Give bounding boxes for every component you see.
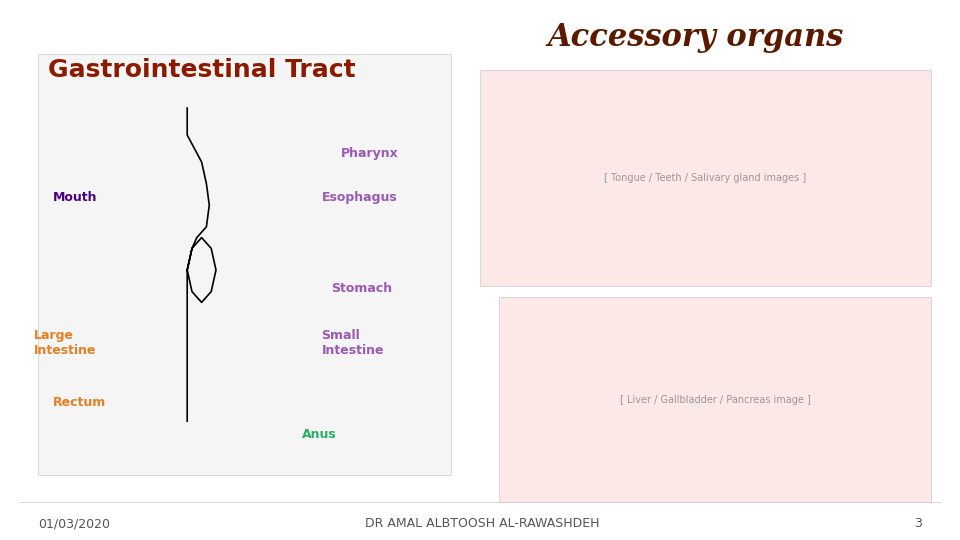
FancyBboxPatch shape [499, 297, 931, 502]
Text: Anus: Anus [302, 428, 337, 441]
Text: 01/03/2020: 01/03/2020 [38, 517, 110, 530]
Text: Pharynx: Pharynx [341, 147, 398, 160]
Text: [ Tongue / Teeth / Salivary gland images ]: [ Tongue / Teeth / Salivary gland images… [605, 173, 806, 183]
Text: [ Liver / Gallbladder / Pancreas image ]: [ Liver / Gallbladder / Pancreas image ] [620, 395, 810, 404]
Text: Gastrointestinal Tract: Gastrointestinal Tract [48, 58, 355, 82]
Text: Accessory organs: Accessory organs [547, 22, 844, 53]
FancyBboxPatch shape [38, 54, 451, 475]
Text: 3: 3 [914, 517, 922, 530]
Text: Large
Intestine: Large Intestine [34, 329, 96, 357]
Text: Mouth: Mouth [53, 191, 97, 204]
FancyBboxPatch shape [480, 70, 931, 286]
Text: Small
Intestine: Small Intestine [322, 329, 384, 357]
Text: Esophagus: Esophagus [322, 191, 397, 204]
Text: DR AMAL ALBTOOSH AL-RAWASHDEH: DR AMAL ALBTOOSH AL-RAWASHDEH [365, 517, 599, 530]
Text: Rectum: Rectum [53, 396, 106, 409]
Text: Stomach: Stomach [331, 282, 393, 295]
